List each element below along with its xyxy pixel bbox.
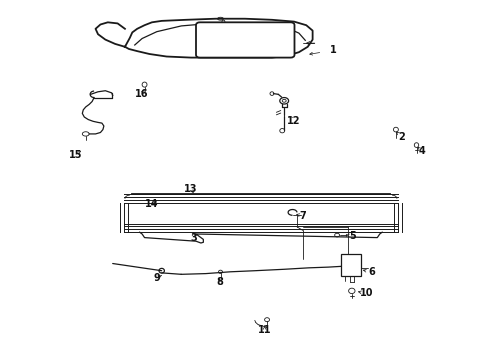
FancyBboxPatch shape xyxy=(196,22,294,58)
Text: 3: 3 xyxy=(190,233,197,243)
Text: 15: 15 xyxy=(69,150,83,160)
FancyBboxPatch shape xyxy=(341,254,361,276)
Text: 2: 2 xyxy=(398,132,405,142)
Text: 14: 14 xyxy=(145,199,159,210)
Text: 4: 4 xyxy=(419,146,426,156)
Text: 11: 11 xyxy=(258,325,271,336)
Text: 5: 5 xyxy=(349,231,356,241)
Text: 6: 6 xyxy=(368,267,375,277)
Text: 10: 10 xyxy=(360,288,373,298)
Text: 9: 9 xyxy=(153,273,160,283)
Text: 13: 13 xyxy=(184,184,198,194)
Text: 16: 16 xyxy=(135,89,149,99)
Text: 7: 7 xyxy=(299,211,306,221)
Text: 8: 8 xyxy=(216,276,223,287)
Text: 1: 1 xyxy=(330,45,337,55)
Text: 12: 12 xyxy=(287,116,301,126)
